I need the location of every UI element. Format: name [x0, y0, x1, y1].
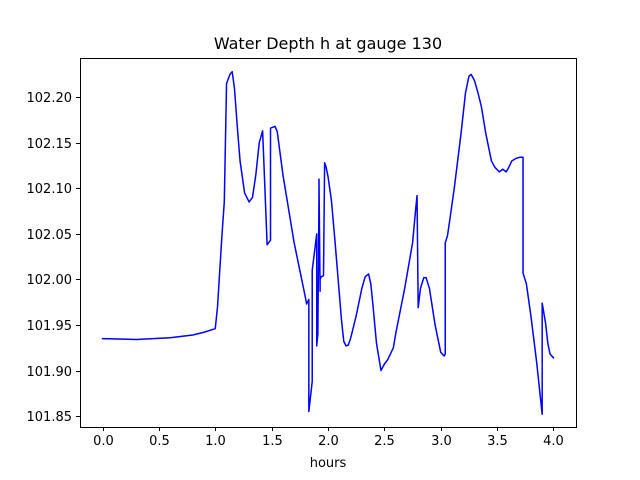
y-tick-label: 102.00	[27, 273, 73, 288]
x-tick-label: 1.5	[262, 434, 283, 449]
chart-title: Water Depth h at gauge 130	[214, 34, 442, 53]
y-tick-label: 102.10	[27, 182, 73, 197]
y-tick-label: 102.15	[27, 137, 73, 152]
series-line-0	[101, 70, 555, 415]
y-tick-label: 102.20	[27, 91, 73, 106]
x-axis: 0.0 0.5 1.0 1.5 2.0 2.5 3.0 3.5 4.0	[93, 427, 564, 449]
x-tick-label: 0.5	[149, 434, 170, 449]
y-axis: 101.85 101.90 101.95 102.00 102.05 102.10 102.…	[27, 91, 80, 425]
y-tick-label: 101.85	[27, 410, 73, 425]
x-tick-label: 0.0	[93, 434, 114, 449]
x-tick-label: 4.0	[543, 434, 564, 449]
x-tick-label: 2.0	[318, 434, 339, 449]
series-layer	[101, 70, 555, 415]
plot-area-frame	[80, 58, 577, 428]
x-tick-label: 2.5	[374, 434, 395, 449]
y-tick-label: 101.95	[27, 319, 73, 334]
x-tick-label: 3.0	[431, 434, 452, 449]
x-axis-title: hours	[310, 456, 347, 471]
y-tick-label: 101.90	[27, 365, 73, 380]
x-tick-label: 3.5	[487, 434, 508, 449]
x-tick-label: 1.0	[205, 434, 226, 449]
y-tick-label: 102.05	[27, 228, 73, 243]
